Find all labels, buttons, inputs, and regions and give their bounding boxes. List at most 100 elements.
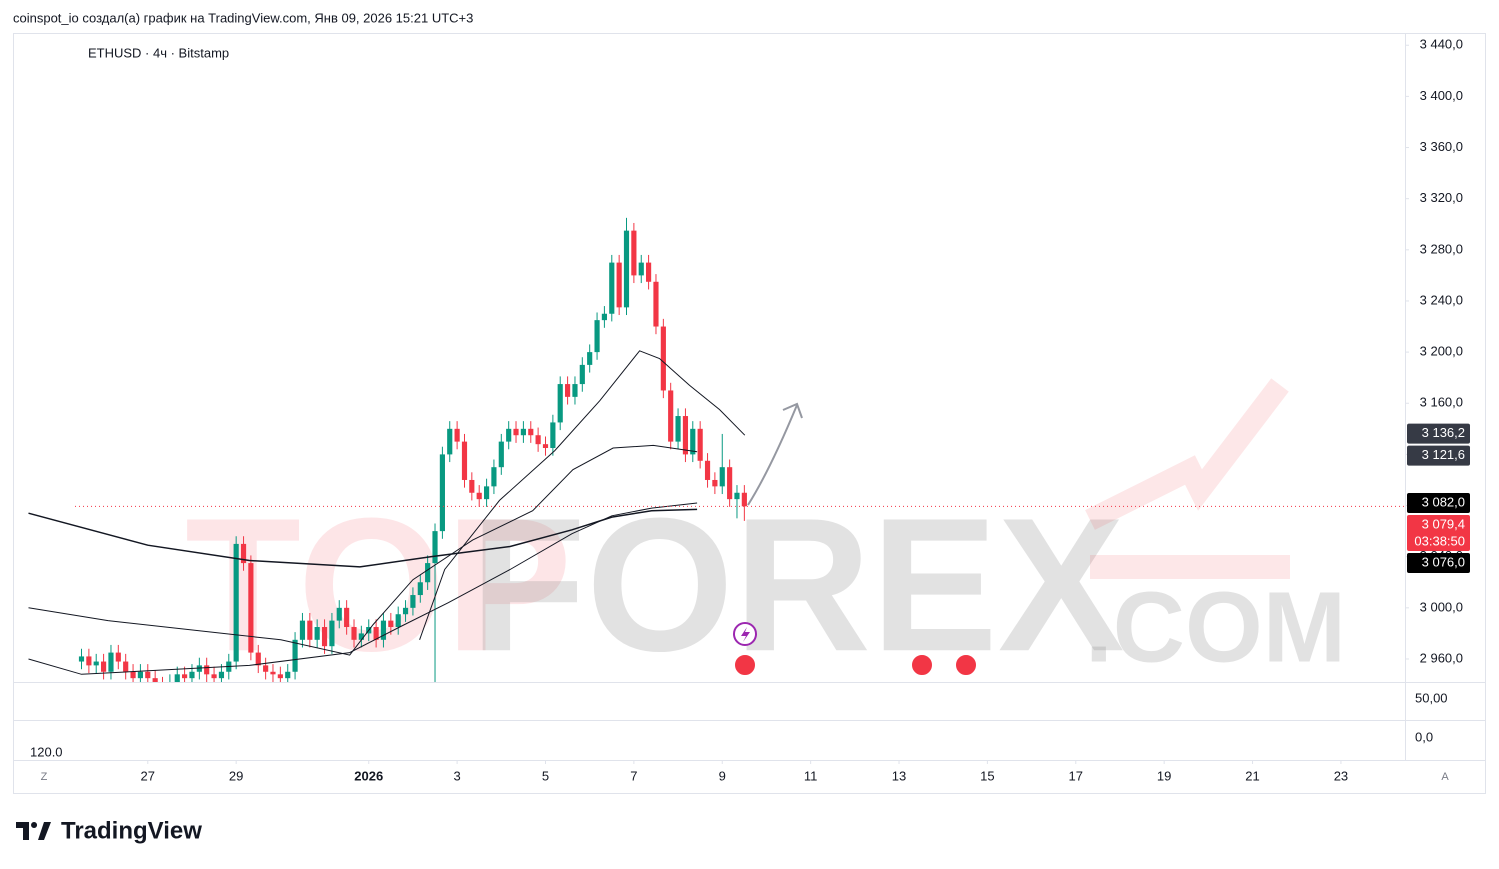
candle-body (78, 656, 85, 662)
chart-frame (13, 33, 1486, 794)
candle-body (152, 678, 158, 682)
price-tag (1407, 552, 1470, 573)
candle-body (690, 428, 696, 455)
candle-body (550, 422, 556, 449)
x-tick-label: 21 (1245, 768, 1259, 783)
price-tag-label: 3 082,0 (1422, 494, 1465, 509)
watermark-logo (1085, 378, 1289, 530)
candle-body (601, 313, 607, 321)
candle-body (86, 656, 92, 666)
candle-body (240, 543, 247, 564)
candle-body (609, 262, 615, 314)
candle-body (388, 620, 394, 628)
watermark-text: FOREX (470, 479, 1125, 691)
candle-body (425, 563, 431, 583)
price-tag-label: 3 079,4 (1422, 516, 1465, 531)
candle-body (513, 428, 519, 436)
y-tick-label: 3 160,0 (1420, 395, 1463, 410)
candle-body (454, 428, 460, 442)
candle-body (557, 384, 563, 423)
candle-body (410, 595, 416, 608)
price-tag-label: 3 121,6 (1422, 447, 1465, 462)
candle-body (314, 627, 320, 640)
candle-body (447, 428, 453, 455)
candle-body (307, 620, 313, 640)
candle-body (484, 486, 490, 500)
volume-axis-label: 0,0 (1415, 729, 1433, 744)
plot (28, 217, 1405, 682)
price-tag (1407, 514, 1470, 551)
events[interactable] (733, 622, 978, 677)
candle-body (491, 467, 497, 487)
candle-body (204, 665, 210, 675)
candle-body (616, 262, 622, 308)
candle-body (535, 435, 541, 445)
event-icon[interactable] (733, 653, 757, 677)
candle-body (741, 492, 747, 507)
candle-body (270, 671, 276, 675)
price-tag (1407, 423, 1470, 444)
candle-body (115, 652, 121, 662)
candle-body (182, 674, 188, 679)
candle-body (675, 416, 681, 442)
event-icon[interactable] (954, 653, 978, 677)
candle-body (101, 661, 107, 672)
y-tick-label: 3 400,0 (1420, 88, 1463, 103)
watermark-logo (1090, 555, 1290, 579)
candle-body (432, 531, 438, 564)
candle-body (402, 607, 409, 615)
x-tick-label: 27 (141, 768, 155, 783)
arrow-drawing (747, 402, 803, 506)
candle-body (579, 364, 585, 385)
logo-text: TradingView (61, 817, 202, 844)
candle-body (130, 671, 136, 679)
candle-body (631, 230, 637, 276)
x-tick-label: 19 (1157, 768, 1171, 783)
corner-label[interactable]: A (1441, 771, 1449, 783)
y-tick-label: 3 280,0 (1420, 241, 1463, 256)
candle-body (469, 479, 475, 493)
x-tick-label: 23 (1334, 768, 1348, 783)
candle-body (542, 444, 549, 449)
candle-body (336, 607, 342, 621)
y-tick-label: 2 960,0 (1420, 650, 1463, 665)
candle-body (439, 454, 445, 532)
x-tick-label: 7 (630, 768, 637, 783)
watermark: TOP FOREX .COM (185, 378, 1346, 691)
price-tag-label: 3 136,2 (1422, 425, 1465, 440)
candle-body (263, 665, 269, 672)
candle-body (594, 320, 600, 353)
y-tick-label: 3 000,0 (1420, 599, 1463, 614)
candle-body (145, 671, 151, 679)
candle-body (682, 416, 689, 455)
candle-body (218, 671, 225, 679)
y-tick-label: 3 320,0 (1420, 190, 1463, 205)
candle-body (380, 620, 387, 640)
candle-body (248, 563, 254, 653)
candle-body (734, 492, 740, 500)
x-tick-label: 15 (980, 768, 994, 783)
event-icon-glyph (741, 627, 750, 642)
candle-body (137, 671, 143, 679)
candle-body (292, 639, 298, 672)
candle-body (196, 665, 202, 672)
candle-body (719, 467, 725, 487)
attribution: coinspot_io создал(а) график на TradingV… (13, 10, 473, 25)
y-tick-label: 3 240,0 (1420, 292, 1463, 307)
candle-body (646, 262, 652, 282)
footer-logo: TradingView (16, 817, 202, 844)
corner-label[interactable]: Z (41, 771, 48, 783)
candle-body (476, 492, 482, 500)
moving-average (419, 350, 746, 640)
candle-body (321, 627, 328, 647)
candle-body (704, 460, 711, 480)
event-icon[interactable] (910, 653, 934, 677)
price-tag (1407, 492, 1470, 513)
candle-body (344, 607, 350, 628)
candle-body (528, 428, 534, 436)
volume-axis-label: 50,00 (1415, 690, 1448, 705)
moving-average (28, 508, 698, 568)
candle-body (417, 582, 423, 596)
x-tick-label: 17 (1069, 768, 1083, 783)
candle-body (373, 627, 379, 640)
